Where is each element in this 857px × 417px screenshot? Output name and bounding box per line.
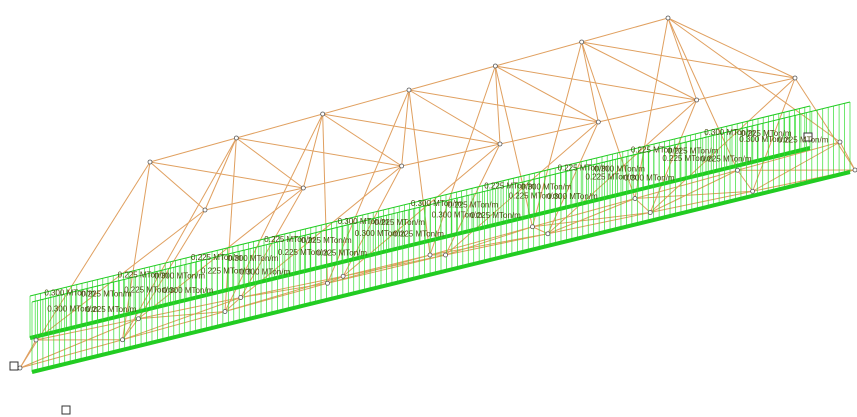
top-bracing[interactable] [582,42,599,122]
end-post[interactable] [795,78,855,170]
truss-node[interactable] [341,274,345,278]
truss-node[interactable] [751,189,755,193]
load-value-label: 0.300 MTon/m [547,192,598,201]
truss-node[interactable] [648,211,652,215]
top-chord-member[interactable] [409,66,495,90]
truss-node[interactable] [203,208,207,212]
floor-beam[interactable] [738,170,753,191]
top-strut[interactable] [150,162,205,210]
truss-node[interactable] [498,142,502,146]
truss-node[interactable] [234,136,238,140]
truss-node[interactable] [326,281,330,285]
top-strut[interactable] [236,138,303,188]
truss-node[interactable] [34,338,38,342]
load-labels: 0.300 MTon/m 0.225 MTon/m 0.225 MTon/m 0.30… [44,128,828,314]
truss-node[interactable] [580,40,584,44]
floor-beam[interactable] [533,227,548,234]
top-chord-member[interactable] [150,138,236,162]
load-value-label: 0.225 MTon/m [448,200,499,209]
truss-node[interactable] [531,225,535,229]
end-post[interactable] [668,18,840,142]
truss-node[interactable] [838,140,842,144]
top-chord-member[interactable] [500,122,598,144]
truss-node[interactable] [546,232,550,236]
truss-node[interactable] [407,88,411,92]
truss-node[interactable] [400,164,404,168]
truss-node[interactable] [223,310,227,314]
top-chord-member[interactable] [697,78,795,100]
load-value-label: 0.225 MTon/m [316,249,367,258]
floor-beam[interactable] [840,142,855,170]
top-chord-member[interactable] [598,100,696,122]
truss-node[interactable] [136,317,140,321]
truss-node[interactable] [853,168,857,172]
top-chord-member[interactable] [303,166,401,188]
top-strut[interactable] [668,18,795,78]
top-chord-member[interactable] [323,90,409,114]
support-icon[interactable] [10,362,18,370]
top-chord-member[interactable] [236,114,322,138]
load-value-label: 0.300 MTon/m [163,286,214,295]
load-value-label: 0.225 MTon/m [701,155,752,164]
load-value-label: 0.225 MTon/m [86,305,137,314]
top-bracing[interactable] [205,138,236,210]
truss-node[interactable] [736,168,740,172]
top-bracing[interactable] [236,138,401,166]
load-value-label: 0.225 MTon/m [470,211,521,220]
truss-node[interactable] [301,186,305,190]
vertical-member[interactable] [225,138,236,312]
truss-node[interactable] [121,338,125,342]
load-value-label: 0.225 MTon/m [374,218,425,227]
top-chord-member[interactable] [205,188,303,210]
truss-node[interactable] [321,112,325,116]
truss-node[interactable] [18,366,22,370]
load-value-label: 0.225 MTon/m [393,230,444,239]
truss-node[interactable] [596,120,600,124]
load-value-label: 0.300 MTon/m [228,254,279,263]
truss-node[interactable] [444,253,448,257]
load-value-label: 0.300 MTon/m [154,272,205,281]
truss-node[interactable] [239,296,243,300]
top-chord-member[interactable] [495,42,581,66]
truss-node[interactable] [695,98,699,102]
truss-node[interactable] [148,160,152,164]
truss-node[interactable] [666,16,670,20]
top-bracing[interactable] [150,162,303,188]
load-value-label: 0.300 MTon/m [239,267,290,276]
truss-node[interactable] [493,64,497,68]
truss-node[interactable] [793,76,797,80]
load-value-label: 0.225 MTon/m [301,236,352,245]
load-value-label: 0.300 MTon/m [521,182,572,191]
truss-node[interactable] [633,197,637,201]
load-value-label: 0.225 MTon/m [778,136,829,145]
top-chord-member[interactable] [582,18,668,42]
truss-node[interactable] [428,253,432,257]
load-value-label: 0.300 MTon/m [624,173,675,182]
diagonal-member[interactable] [225,114,323,312]
top-bracing[interactable] [582,42,795,78]
top-bracing[interactable] [303,114,322,188]
support-icon[interactable] [62,406,70,414]
top-strut[interactable] [323,114,402,166]
